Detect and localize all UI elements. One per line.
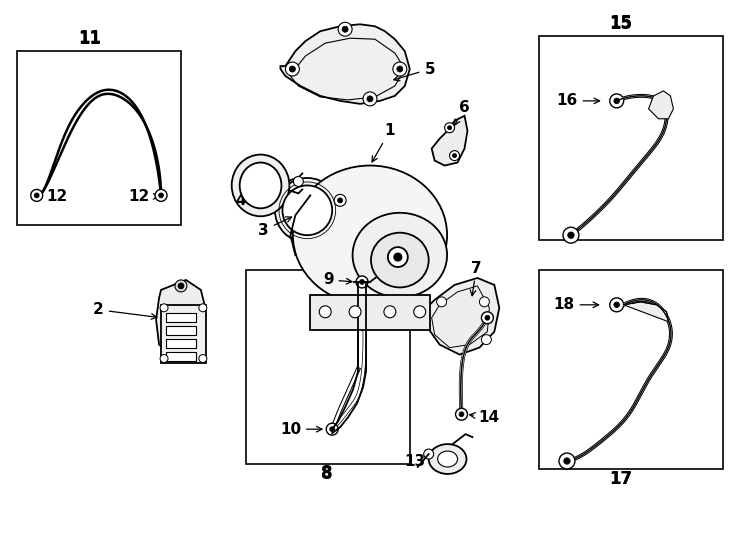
Text: 5: 5 — [394, 62, 435, 81]
Circle shape — [338, 22, 352, 36]
Text: 11: 11 — [78, 30, 101, 48]
Circle shape — [342, 26, 348, 32]
Bar — [310, 295, 429, 330]
Ellipse shape — [293, 166, 447, 305]
Text: 4: 4 — [236, 188, 252, 208]
Circle shape — [356, 276, 368, 288]
Text: 6: 6 — [454, 100, 470, 125]
Circle shape — [610, 94, 624, 108]
Circle shape — [199, 304, 207, 312]
Circle shape — [564, 458, 570, 464]
Circle shape — [326, 423, 338, 435]
Text: 17: 17 — [609, 470, 632, 488]
Circle shape — [449, 151, 459, 160]
Bar — [166, 313, 196, 322]
Text: 17: 17 — [609, 470, 632, 488]
Polygon shape — [432, 116, 468, 166]
Ellipse shape — [437, 451, 457, 467]
Circle shape — [453, 153, 457, 158]
Ellipse shape — [240, 163, 281, 208]
Ellipse shape — [232, 154, 289, 217]
Text: 12: 12 — [128, 189, 159, 204]
Text: 10: 10 — [280, 422, 322, 437]
Circle shape — [394, 253, 401, 261]
Text: 14: 14 — [470, 410, 500, 425]
Circle shape — [367, 96, 373, 102]
Text: 15: 15 — [609, 15, 632, 33]
Circle shape — [199, 355, 207, 362]
Ellipse shape — [275, 178, 340, 242]
Text: 18: 18 — [553, 298, 599, 312]
Text: 12: 12 — [35, 189, 68, 204]
Circle shape — [393, 62, 407, 76]
Circle shape — [614, 98, 619, 104]
Circle shape — [334, 194, 346, 206]
Circle shape — [482, 312, 493, 323]
Text: 8: 8 — [321, 465, 333, 483]
Polygon shape — [280, 24, 410, 104]
Circle shape — [485, 315, 490, 320]
Text: 3: 3 — [258, 217, 291, 238]
Circle shape — [160, 304, 168, 312]
Ellipse shape — [352, 213, 447, 298]
Circle shape — [175, 280, 187, 292]
Circle shape — [338, 198, 343, 203]
Bar — [246, 270, 410, 464]
Circle shape — [459, 412, 464, 417]
Polygon shape — [425, 278, 499, 355]
Bar — [161, 305, 206, 362]
Circle shape — [610, 298, 624, 312]
Polygon shape — [156, 280, 206, 355]
Ellipse shape — [429, 444, 467, 474]
Circle shape — [155, 190, 167, 201]
Circle shape — [568, 232, 574, 238]
Circle shape — [294, 177, 303, 186]
Circle shape — [31, 190, 43, 201]
Circle shape — [437, 297, 446, 307]
Text: 7: 7 — [470, 260, 482, 296]
Text: 11: 11 — [78, 29, 101, 47]
Circle shape — [349, 306, 361, 318]
Circle shape — [424, 449, 434, 459]
Circle shape — [559, 453, 575, 469]
Circle shape — [479, 297, 490, 307]
Circle shape — [456, 408, 468, 420]
Bar — [166, 326, 196, 335]
Circle shape — [388, 247, 408, 267]
Circle shape — [445, 123, 454, 133]
Circle shape — [330, 427, 335, 431]
Polygon shape — [624, 302, 669, 322]
Circle shape — [384, 306, 396, 318]
Circle shape — [614, 302, 619, 308]
Bar — [166, 339, 196, 348]
Circle shape — [397, 66, 403, 72]
Bar — [539, 36, 723, 240]
Bar — [17, 51, 181, 225]
Text: 9: 9 — [323, 273, 352, 287]
Circle shape — [159, 193, 164, 198]
Polygon shape — [649, 91, 673, 119]
Circle shape — [360, 280, 364, 285]
Circle shape — [563, 227, 579, 243]
Circle shape — [160, 355, 168, 362]
Ellipse shape — [283, 185, 333, 235]
Bar — [539, 270, 723, 469]
Text: 8: 8 — [321, 464, 333, 482]
Text: 16: 16 — [556, 93, 600, 109]
Text: 13: 13 — [404, 454, 435, 469]
Text: 15: 15 — [609, 14, 632, 32]
Bar — [166, 352, 196, 361]
Circle shape — [482, 335, 491, 345]
Circle shape — [414, 306, 426, 318]
Circle shape — [286, 62, 299, 76]
Circle shape — [448, 126, 451, 130]
Text: 1: 1 — [372, 123, 395, 162]
Circle shape — [289, 66, 295, 72]
Circle shape — [34, 193, 39, 198]
Ellipse shape — [371, 233, 429, 287]
Circle shape — [363, 92, 377, 106]
Circle shape — [178, 283, 184, 289]
Text: 2: 2 — [93, 302, 157, 319]
Circle shape — [319, 306, 331, 318]
